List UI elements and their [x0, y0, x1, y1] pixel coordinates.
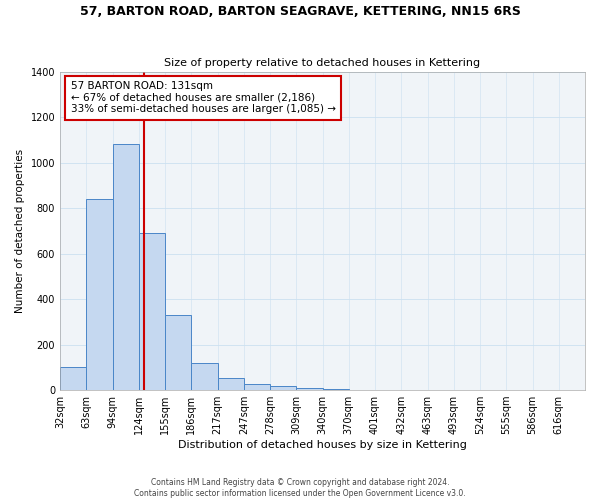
Bar	[296, 388, 323, 390]
X-axis label: Distribution of detached houses by size in Kettering: Distribution of detached houses by size …	[178, 440, 467, 450]
Bar	[323, 389, 349, 390]
Title: Size of property relative to detached houses in Kettering: Size of property relative to detached ho…	[164, 58, 481, 68]
Bar	[270, 386, 296, 390]
Bar	[113, 144, 139, 390]
Text: 57, BARTON ROAD, BARTON SEAGRAVE, KETTERING, NN15 6RS: 57, BARTON ROAD, BARTON SEAGRAVE, KETTER…	[80, 5, 520, 18]
Y-axis label: Number of detached properties: Number of detached properties	[15, 149, 25, 313]
Bar	[60, 368, 86, 390]
Bar	[86, 199, 113, 390]
Bar	[139, 233, 165, 390]
Text: Contains HM Land Registry data © Crown copyright and database right 2024.
Contai: Contains HM Land Registry data © Crown c…	[134, 478, 466, 498]
Bar	[244, 384, 270, 390]
Bar	[218, 378, 244, 390]
Bar	[191, 363, 218, 390]
Text: 57 BARTON ROAD: 131sqm
← 67% of detached houses are smaller (2,186)
33% of semi-: 57 BARTON ROAD: 131sqm ← 67% of detached…	[71, 81, 335, 114]
Bar	[165, 315, 191, 390]
